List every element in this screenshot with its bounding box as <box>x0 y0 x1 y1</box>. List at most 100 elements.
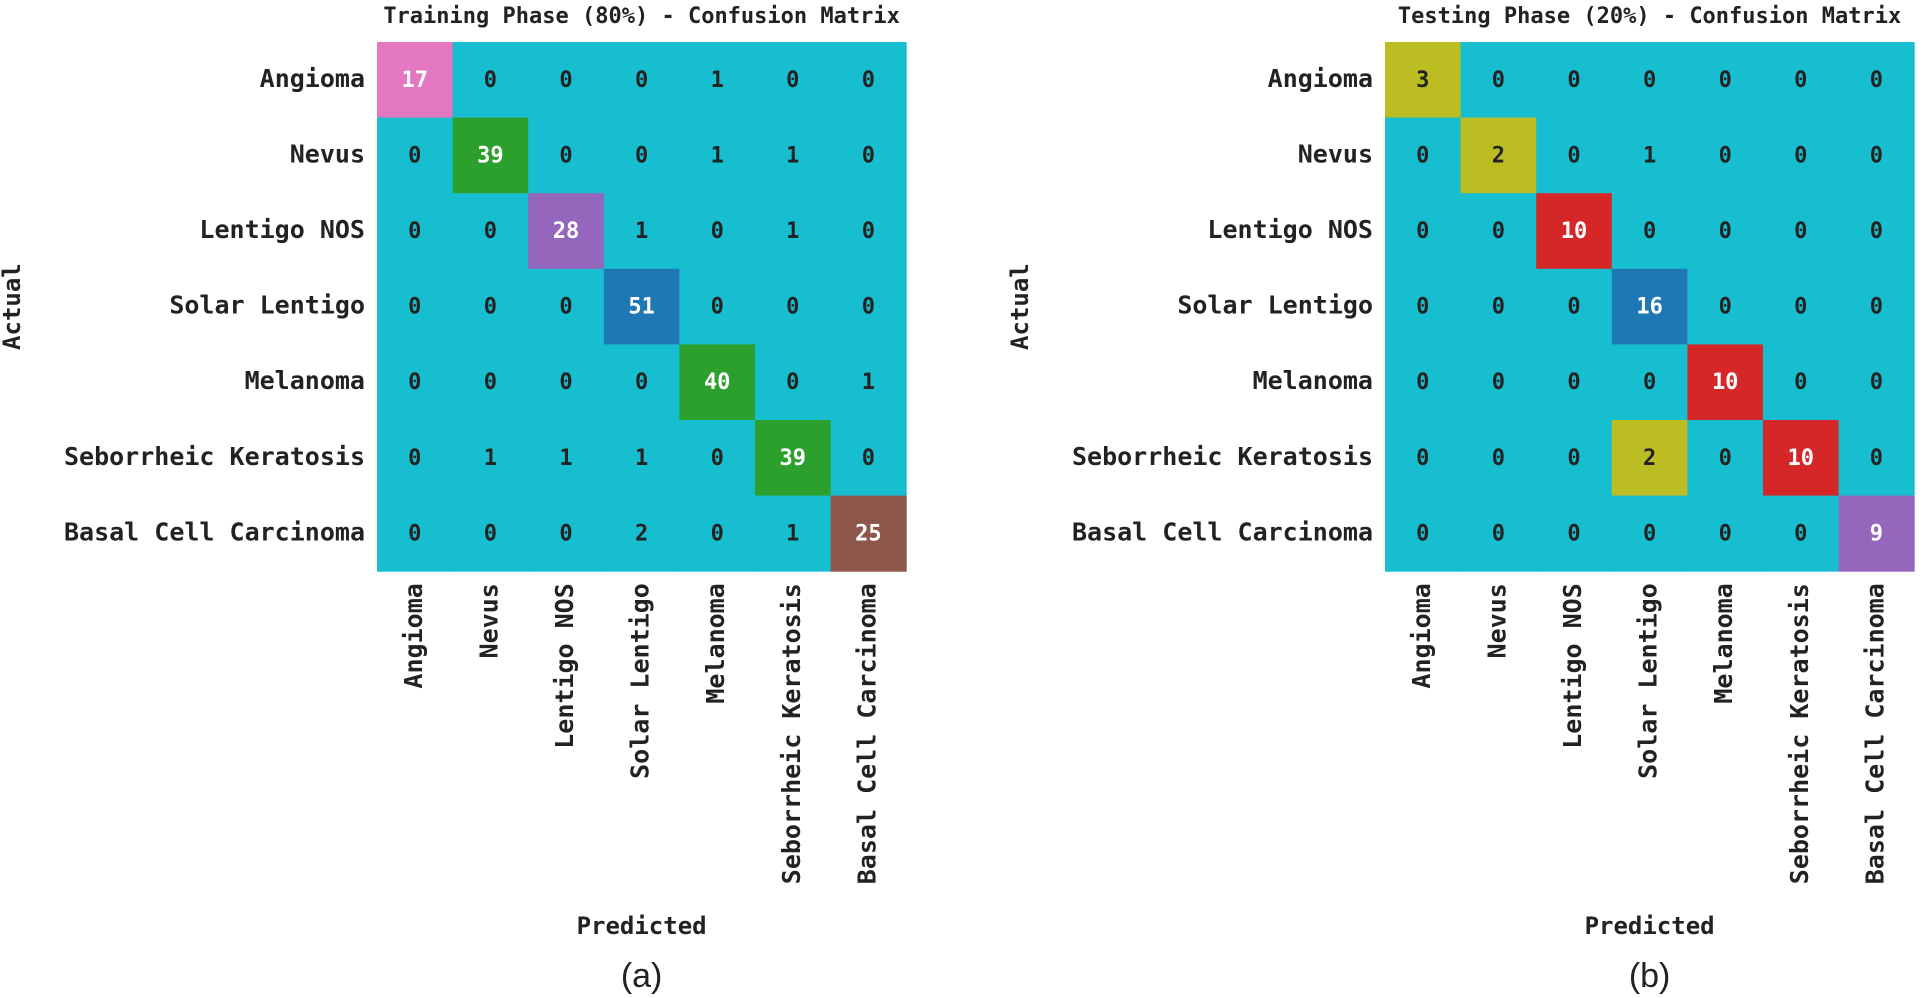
cell-label: 0 <box>408 295 421 320</box>
heatmap-cell <box>603 42 680 119</box>
heatmap-cell <box>1385 268 1462 345</box>
cell-label: 10 <box>1788 446 1815 471</box>
cell-label: 2 <box>1492 143 1505 168</box>
heatmap-cell <box>377 495 454 572</box>
cell-label: 0 <box>635 68 648 93</box>
cell-label: 0 <box>484 68 497 93</box>
y-tick-label: Basal Cell Carcinoma <box>64 517 365 546</box>
heatmap-cell <box>1611 495 1688 572</box>
cell-label: 1 <box>484 446 497 471</box>
cell-label: 0 <box>1643 68 1656 93</box>
cell-label: 39 <box>477 143 504 168</box>
heatmap-cell <box>1838 268 1915 345</box>
heatmap-cell <box>1763 268 1840 345</box>
cell-label: 0 <box>1567 68 1580 93</box>
cell-label: 0 <box>408 219 421 244</box>
cell-label: 0 <box>1794 370 1807 395</box>
chart-title: Testing Phase (20%) - Confusion Matrix <box>1398 4 1901 29</box>
heatmap-cell <box>755 495 832 572</box>
cell-label: 0 <box>1643 219 1656 244</box>
cell-label: 28 <box>553 219 580 244</box>
x-tick-label: Seborrheic Keratosis <box>1785 583 1814 884</box>
heatmap-cell <box>1611 268 1688 345</box>
heatmap-cell <box>755 193 832 270</box>
y-tick-label: Angioma <box>1268 64 1373 93</box>
cell-label: 0 <box>786 370 799 395</box>
cell-label: 0 <box>559 143 572 168</box>
cell-label: 0 <box>484 295 497 320</box>
heatmap-cell <box>377 193 454 270</box>
heatmap-cell <box>755 42 832 119</box>
cell-label: 1 <box>635 219 648 244</box>
y-tick-label: Melanoma <box>1253 366 1373 395</box>
heatmap-cell <box>603 117 680 194</box>
heatmap-cell <box>1460 193 1537 270</box>
heatmap-cell <box>830 268 907 345</box>
heatmap-cell <box>1611 193 1688 270</box>
cell-label: 1 <box>711 68 724 93</box>
x-tick-label: Basal Cell Carcinoma <box>852 583 881 884</box>
caption: (a) <box>621 957 663 995</box>
heatmap-cell <box>679 268 756 345</box>
heatmap-cell <box>755 268 832 345</box>
heatmap-cell <box>755 420 832 497</box>
heatmap-cell <box>452 268 529 345</box>
heatmap-cell <box>1763 117 1840 194</box>
heatmap-cell <box>679 117 756 194</box>
x-tick-label: Seborrheic Keratosis <box>777 583 806 884</box>
heatmap-cell <box>1536 193 1613 270</box>
cell-label: 0 <box>1416 219 1429 244</box>
heatmap-cell <box>528 420 605 497</box>
cell-label: 25 <box>855 521 882 546</box>
cell-label: 3 <box>1416 68 1429 93</box>
heatmap-cell <box>1385 344 1462 421</box>
heatmap-cell <box>1460 42 1537 119</box>
cell-label: 0 <box>408 143 421 168</box>
cell-label: 0 <box>786 295 799 320</box>
heatmap-cell <box>1763 42 1840 119</box>
heatmap-cell <box>830 344 907 421</box>
heatmap-cell <box>1611 420 1688 497</box>
heatmap-cell <box>452 42 529 119</box>
heatmap-cell <box>452 117 529 194</box>
cell-label: 0 <box>1492 370 1505 395</box>
heatmap-cell <box>452 420 529 497</box>
cell-label: 17 <box>402 68 429 93</box>
cell-label: 0 <box>1416 295 1429 320</box>
y-tick-label: Seborrheic Keratosis <box>1072 442 1373 471</box>
heatmap-cell <box>1687 420 1764 497</box>
heatmap-cell <box>1536 42 1613 119</box>
cell-label: 0 <box>1492 446 1505 471</box>
cell-label: 1 <box>862 370 875 395</box>
heatmap-cell <box>1687 193 1764 270</box>
heatmap-cell <box>755 117 832 194</box>
heatmap-cell <box>1838 344 1915 421</box>
caption: (b) <box>1629 957 1671 995</box>
heatmap-cell <box>1763 495 1840 572</box>
cell-label: 0 <box>1567 295 1580 320</box>
y-tick-label: Solar Lentigo <box>1177 291 1373 320</box>
heatmap-cell <box>528 495 605 572</box>
x-tick-label: Lentigo NOS <box>1558 583 1587 749</box>
y-tick-label: Nevus <box>290 139 365 168</box>
heatmap-cell <box>377 268 454 345</box>
cell-label: 0 <box>484 219 497 244</box>
y-tick-label: Lentigo NOS <box>1207 215 1373 244</box>
heatmap-cell <box>528 268 605 345</box>
x-tick-label: Melanoma <box>1709 583 1738 703</box>
heatmap-cell <box>452 193 529 270</box>
cell-label: 0 <box>408 446 421 471</box>
heatmap-cell <box>1460 117 1537 194</box>
cell-label: 0 <box>862 68 875 93</box>
heatmap-cell <box>603 344 680 421</box>
x-tick-label: Angioma <box>399 583 428 688</box>
y-tick-label: Solar Lentigo <box>169 291 365 320</box>
cell-label: 0 <box>1416 446 1429 471</box>
heatmap-cell <box>1687 42 1764 119</box>
cell-label: 16 <box>1636 295 1663 320</box>
heatmap-cell <box>1460 420 1537 497</box>
heatmap-cell <box>679 495 756 572</box>
heatmap-cell <box>1385 42 1462 119</box>
heatmap-cell <box>1838 193 1915 270</box>
